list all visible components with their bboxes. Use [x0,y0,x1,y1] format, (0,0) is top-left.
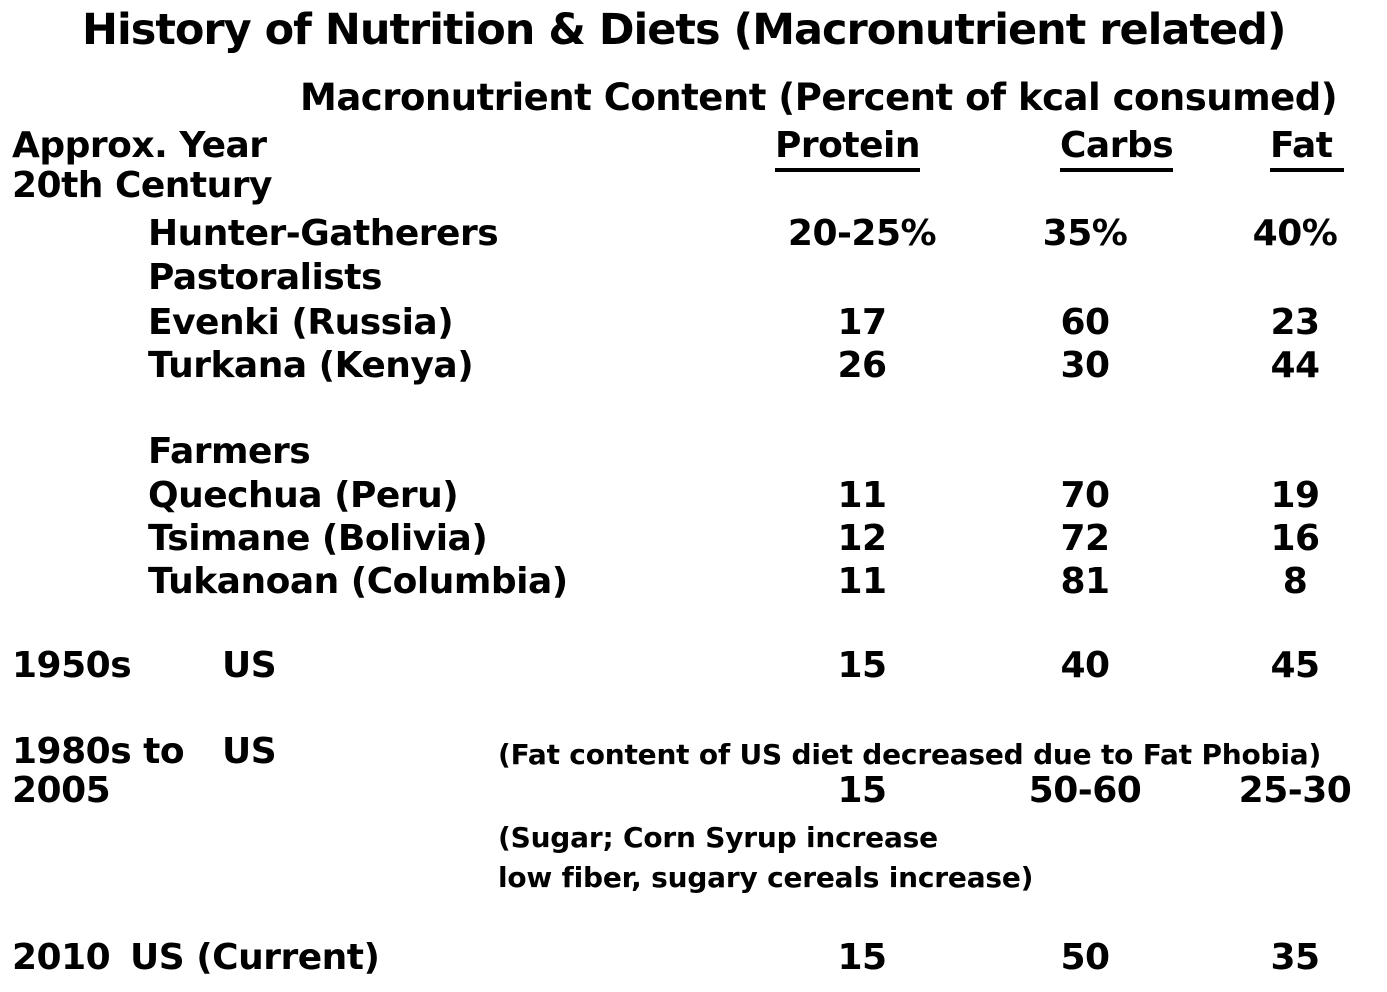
col-header-protein: Protein [775,124,920,172]
row-label-farmers: Farmers [148,431,311,472]
year-value-1950s: 1950s [12,645,132,686]
protein-value: 15 [837,937,887,978]
row-label-tsimane: Tsimane (Bolivia) [148,518,488,559]
col-header-carbs: Carbs [1060,124,1174,172]
sugar-note-line1: (Sugar; Corn Syrup increase [498,821,938,854]
fat-value: 25-30 [1238,770,1352,811]
protein-value: 26 [837,345,887,386]
protein-value: 17 [837,302,887,343]
fat-value: 40% [1252,213,1338,254]
protein-value: 15 [837,645,887,686]
col-header-fat: Fat [1270,124,1345,172]
row-label-us-1980s: US [222,731,277,772]
carbs-value: 40 [1060,645,1110,686]
carbs-value: 30 [1060,345,1110,386]
carbs-value: 72 [1060,518,1110,559]
fat-phobia-note: (Fat content of US diet decreased due to… [498,738,1322,771]
protein-value: 11 [837,475,887,516]
col-header-fat-text: Fat [1270,125,1345,172]
fat-value: 44 [1270,345,1320,386]
fat-value: 16 [1270,518,1320,559]
fat-value: 35 [1270,937,1320,978]
protein-value: 12 [837,518,887,559]
row-label-tukanoan: Tukanoan (Columbia) [148,561,568,602]
carbs-value: 60 [1060,302,1110,343]
fat-value: 8 [1282,561,1308,602]
col-header-carbs-text: Carbs [1060,125,1174,172]
col-header-protein-text: Protein [775,125,920,172]
row-label-turkana: Turkana (Kenya) [148,345,474,386]
protein-value: 11 [837,561,887,602]
year-value-1980s: 1980s to [12,731,185,772]
year-column-label: Approx. Year [12,125,267,166]
row-label-pastoralists: Pastoralists [148,257,382,298]
slide-subtitle: Macronutrient Content (Percent of kcal c… [300,76,1338,119]
row-label-quechua: Quechua (Peru) [148,475,459,516]
year-value-2010: 2010 [12,937,111,978]
year-column-label-2: 20th Century [12,165,273,206]
protein-value: 20-25% [787,213,937,254]
year-value-2005: 2005 [12,770,111,811]
fat-value: 23 [1270,302,1320,343]
slide-title: History of Nutrition & Diets (Macronutri… [82,5,1287,55]
row-label-us-1950s: US [222,645,277,686]
row-label-us-current: US (Current) [130,937,380,978]
carbs-value: 50 [1060,937,1110,978]
carbs-value: 81 [1060,561,1110,602]
protein-value: 15 [837,770,887,811]
fat-value: 19 [1270,475,1320,516]
carbs-value: 70 [1060,475,1110,516]
sugar-note-line2: low fiber, sugary cereals increase) [498,861,1034,894]
carbs-value: 50-60 [1028,770,1142,811]
carbs-value: 35% [1042,213,1128,254]
fat-value: 45 [1270,645,1320,686]
row-label-hunter-gatherers: Hunter-Gatherers [148,213,499,254]
row-label-evenki: Evenki (Russia) [148,302,454,343]
